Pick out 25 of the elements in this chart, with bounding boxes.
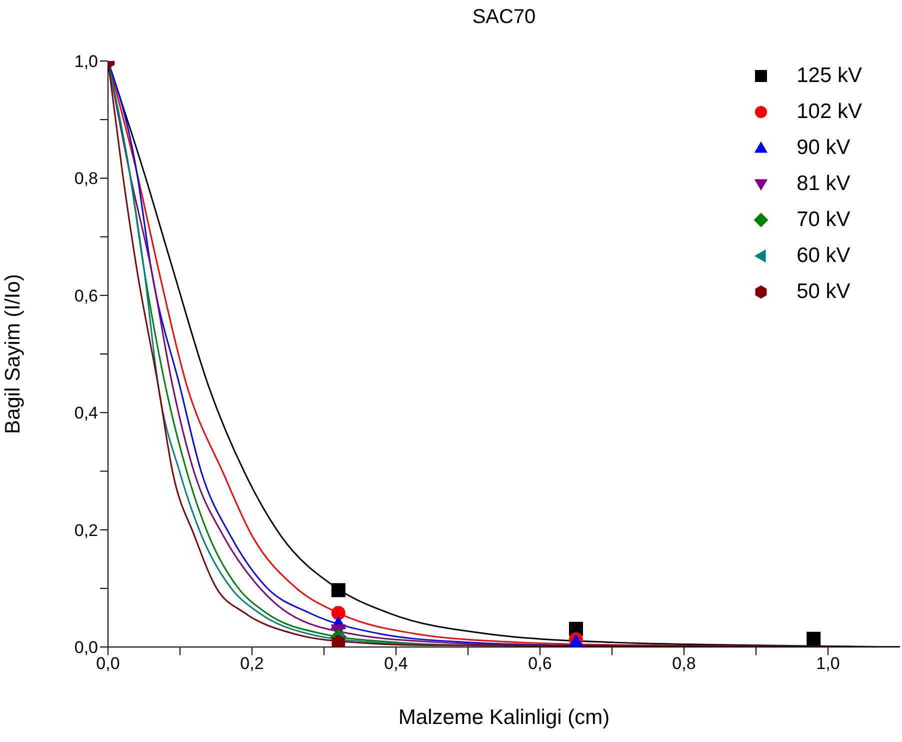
y-tick-label: 0,2 — [74, 520, 98, 540]
legend-label: 81 kV — [796, 172, 850, 196]
y-axis-title: Bagil Sayim (I/Io) — [1, 274, 24, 434]
x-tick-label: 0,0 — [96, 654, 120, 674]
y-tick-label: 0,8 — [74, 169, 98, 188]
legend-label: 90 kV — [796, 136, 850, 160]
x-tick-label: 0,4 — [384, 654, 408, 674]
legend-label: 50 kV — [796, 280, 850, 304]
legend-label: 102 kV — [796, 100, 862, 124]
y-tick-label: 0,4 — [74, 404, 98, 423]
point — [331, 583, 346, 598]
y-tick-label: 1,0 — [74, 52, 98, 72]
x-tick-label: 0,8 — [672, 654, 696, 674]
point — [331, 606, 346, 620]
legend-label: 60 kV — [796, 244, 850, 268]
y-tick-label: 0,6 — [74, 286, 98, 306]
legend-label: 125 kV — [796, 64, 862, 88]
y-tick-label: 0,0 — [74, 638, 98, 658]
point — [806, 632, 821, 646]
x-tick-label: 1,0 — [816, 654, 840, 674]
x-axis-title: Malzeme Kalinligi (cm) — [398, 706, 610, 729]
x-tick-label: 0,6 — [528, 654, 552, 674]
chart-title: SAC70 — [471, 6, 537, 29]
legend-label: 70 kV — [796, 208, 850, 232]
x-tick-label: 0,2 — [240, 654, 264, 674]
